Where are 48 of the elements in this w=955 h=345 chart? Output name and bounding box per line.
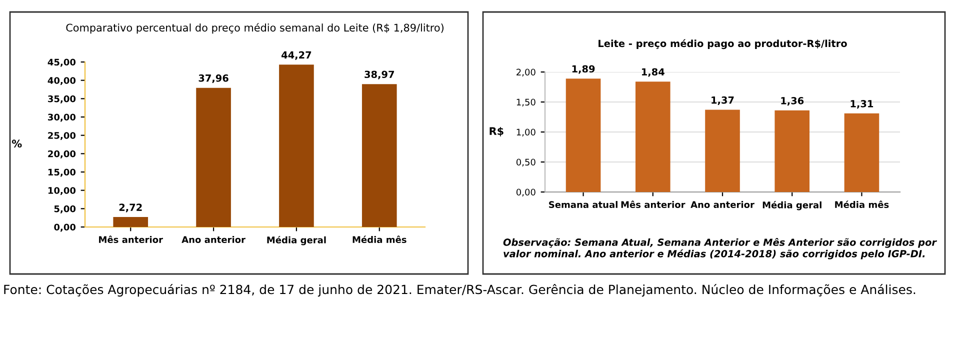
y-tick-label: 0,00 [54, 224, 76, 232]
data-label: 1,89 [572, 65, 595, 74]
x-tick-label: Semana atual [549, 201, 618, 208]
x-tick-label: Mês anterior [621, 200, 686, 208]
bar [279, 64, 314, 227]
chart-title: Leite - preço médio pago ao produtor-R$/litro [598, 39, 847, 50]
y-tick-label: 0,50 [516, 158, 536, 166]
y-tick-label: 5,00 [54, 205, 76, 214]
data-label: 1,36 [781, 96, 804, 106]
data-label: 37,96 [198, 74, 228, 84]
data-label: 38,97 [364, 70, 394, 80]
y-tick-label: 40,00 [48, 77, 76, 86]
chart-title: Comparativo percentual do preço médio semanal do Leite (R$ 1,89/litro) [66, 23, 444, 34]
y-tick-label: 45,00 [48, 58, 76, 67]
y-tick-label: 35,00 [48, 95, 76, 104]
y-tick-label: 25,00 [48, 132, 76, 140]
x-tick-label: Média geral [762, 201, 822, 210]
x-tick-label: Ano anterior [182, 236, 246, 244]
y-tick-label: 10,00 [48, 187, 76, 196]
data-label: 1,31 [850, 100, 874, 109]
bar [196, 88, 231, 227]
bar [362, 84, 397, 227]
y-tick-label: 1,50 [516, 98, 536, 106]
x-tick-label: Ano anterior [690, 201, 754, 208]
source-note: Fonte: Cotações Agropecuárias nº 2184, de 17 de junho de 2021. Emater/RS-Ascar. Gerência de Planejamento. Núcleo de Informações e Análises. [4, 284, 916, 297]
x-tick-label: Média mês [835, 200, 889, 208]
data-label: 2,72 [119, 204, 142, 212]
y-tick-label: 20,00 [48, 150, 76, 158]
data-label: 1,84 [642, 68, 664, 77]
y-tick-label: 0,00 [516, 188, 536, 196]
x-tick-label: Mês anterior [99, 236, 163, 244]
data-label: 44,27 [282, 51, 312, 60]
bar [844, 113, 880, 192]
x-tick-label: Média geral [267, 236, 326, 246]
text: Observação: Semana Atual, Semana Anterior e Mês Anterior são corrigidos por valor nominal. Ano anterior e Médias (2014-2018) são corrigidos pelo IGP-DI. [503, 238, 937, 260]
y-tick-label: 2,00 [516, 68, 536, 76]
data-label: 1,37 [712, 96, 734, 105]
y-tick-label: 15,00 [48, 168, 76, 177]
y-tick-label: 30,00 [48, 114, 76, 122]
bar [705, 110, 740, 192]
y-axis-title: % [12, 140, 22, 148]
y-tick-label: 1,00 [516, 128, 536, 136]
bar [635, 82, 670, 192]
bar [113, 217, 148, 227]
bar [774, 110, 810, 192]
y-axis-title: R$ [490, 126, 504, 136]
bar [566, 78, 601, 192]
x-tick-label: Média mês [352, 236, 406, 244]
